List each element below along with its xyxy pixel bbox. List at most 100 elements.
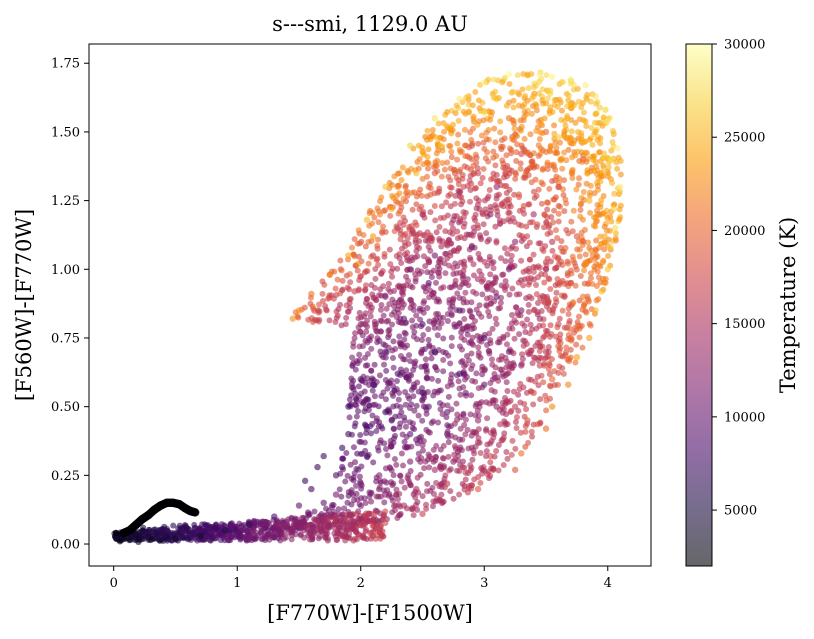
scatter-point xyxy=(435,497,442,504)
scatter-point xyxy=(572,263,579,270)
scatter-point xyxy=(500,462,507,469)
scatter-point xyxy=(398,409,405,416)
data-point xyxy=(511,238,519,246)
scatter-point xyxy=(183,524,190,531)
scatter-point xyxy=(506,80,513,87)
scatter-point xyxy=(510,104,517,111)
scatter-point xyxy=(552,296,559,303)
data-point xyxy=(594,211,602,218)
scatter-point xyxy=(517,165,524,172)
scatter-point xyxy=(566,317,573,324)
data-point xyxy=(456,436,463,443)
scatter-point xyxy=(510,88,517,95)
scatter-point xyxy=(408,297,415,304)
data-point xyxy=(555,183,562,191)
scatter-point xyxy=(461,126,468,133)
scatter-point xyxy=(334,312,341,319)
scatter-point xyxy=(346,414,353,421)
scatter-point xyxy=(386,464,393,471)
scatter-point xyxy=(525,308,532,315)
scatter-point xyxy=(588,124,595,131)
scatter-point xyxy=(325,513,332,520)
scatter-point xyxy=(453,102,460,109)
data-point xyxy=(607,244,614,251)
scatter-point xyxy=(527,152,534,159)
scatter-point xyxy=(540,379,547,386)
scatter-point xyxy=(266,536,273,543)
scatter-point xyxy=(513,149,520,156)
scatter-point xyxy=(516,193,523,200)
scatter-point xyxy=(368,345,375,352)
scatter-point xyxy=(380,389,387,396)
scatter-point xyxy=(444,108,451,115)
scatter-point xyxy=(447,488,454,495)
scatter-point xyxy=(394,495,401,502)
scatter-point xyxy=(372,265,379,272)
scatter-point xyxy=(363,510,370,517)
scatter-point xyxy=(215,531,222,538)
data-point xyxy=(518,362,525,369)
scatter-point xyxy=(392,502,399,509)
data-point xyxy=(351,288,358,295)
scatter-point xyxy=(467,411,474,418)
scatter-point xyxy=(543,72,550,79)
scatter-point xyxy=(373,256,380,263)
data-point xyxy=(431,466,439,474)
scatter-point xyxy=(543,397,550,404)
scatter-point xyxy=(425,183,432,190)
scatter-point xyxy=(577,273,584,280)
data-point xyxy=(345,252,352,259)
scatter-point xyxy=(545,275,552,282)
scatter-point xyxy=(574,148,581,155)
scatter-point xyxy=(518,238,525,245)
data-point xyxy=(413,436,420,443)
colorbar-tick-label: 20000 xyxy=(724,224,765,239)
scatter-point xyxy=(464,331,471,338)
scatter-point xyxy=(565,305,572,312)
scatter-point xyxy=(519,86,526,93)
scatter-point xyxy=(452,110,459,117)
data-point xyxy=(611,224,619,232)
scatter-point xyxy=(420,253,427,260)
scatter-point xyxy=(431,324,438,331)
scatter-point xyxy=(523,267,530,274)
data-point xyxy=(295,502,303,509)
scatter-point xyxy=(585,281,592,288)
scatter-point xyxy=(493,448,500,455)
data-point xyxy=(542,266,550,273)
scatter-point xyxy=(513,319,520,326)
scatter-point xyxy=(444,159,451,166)
scatter-point xyxy=(587,270,594,277)
scatter-point xyxy=(503,341,510,348)
scatter-point xyxy=(376,484,383,491)
scatter-point xyxy=(438,483,445,490)
scatter-point xyxy=(568,218,575,225)
scatter-point xyxy=(478,132,485,139)
scatter-point xyxy=(535,186,542,193)
data-point xyxy=(308,290,315,298)
scatter-point xyxy=(526,256,533,263)
data-point xyxy=(487,211,494,218)
y-tick-label: 0.50 xyxy=(51,400,80,415)
scatter-point xyxy=(577,206,584,213)
scatter-point xyxy=(560,186,567,193)
scatter-point xyxy=(571,329,578,336)
scatter-point xyxy=(551,381,558,388)
scatter-point xyxy=(500,203,507,210)
scatter-point xyxy=(512,169,519,176)
scatter-point xyxy=(466,177,473,184)
scatter-point xyxy=(520,117,527,124)
scatter-point xyxy=(487,340,494,347)
scatter-point xyxy=(361,313,368,320)
scatter-point xyxy=(469,428,476,435)
scatter-point xyxy=(573,186,580,193)
data-point xyxy=(413,169,420,177)
scatter-point xyxy=(390,403,397,410)
scatter-point xyxy=(533,291,540,298)
data-point xyxy=(234,531,241,538)
scatter-point xyxy=(497,299,504,306)
scatter-point xyxy=(380,208,387,215)
scatter-point xyxy=(523,223,530,230)
scatter-point xyxy=(484,149,491,156)
scatter-point xyxy=(472,88,479,95)
